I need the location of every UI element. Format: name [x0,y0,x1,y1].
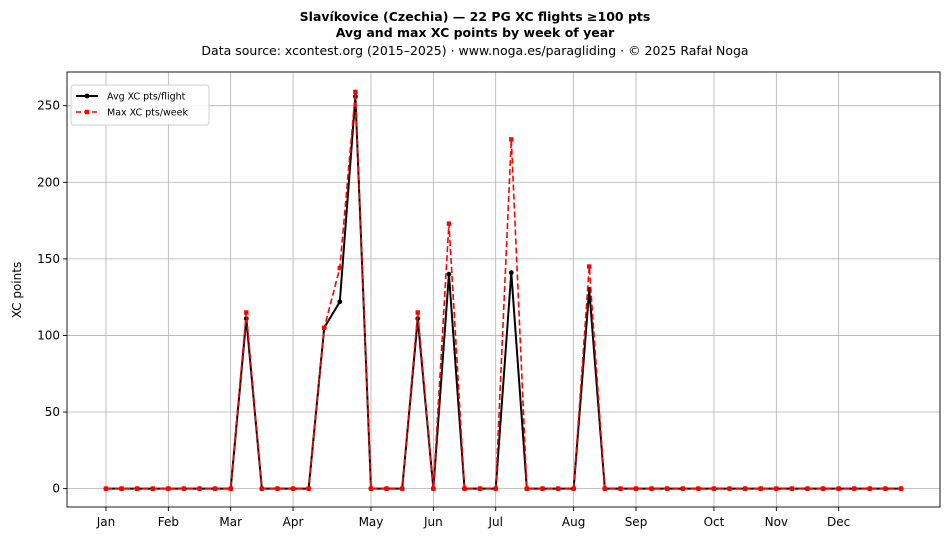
x-tick-label-3: Apr [283,515,304,529]
ticks: 0 50 100 150 200 250 Jan Feb Mar Apr May Jun Jul Aug S… [37,99,850,529]
series-1-point-22 [446,221,452,226]
series-1-point-7 [212,486,218,491]
series-1-point-35 [649,486,654,491]
series-1-point-5 [181,486,187,491]
series-1-point-36 [664,486,670,491]
series-1-point-39 [711,486,717,491]
series-1-point-30 [571,486,576,491]
series-1-point-2 [134,486,140,491]
series-1-point-43 [774,486,779,491]
series-0-point-22 [446,271,452,277]
series-0 [103,94,904,492]
series-1-point-19 [399,486,405,491]
series-1-point-20 [415,310,420,315]
series-1-point-6 [197,486,202,491]
series-1-point-37 [680,486,685,491]
series-1-point-46 [820,486,826,491]
legend-marker-1 [84,109,90,115]
series-1-point-28 [540,486,545,491]
series-1-point-13 [306,486,311,491]
series-1-point-33 [618,486,623,491]
y-tick-label-0: 0 [52,482,60,496]
series-1-point-49 [867,486,873,491]
series-1-point-1 [119,486,124,491]
series-1-point-44 [789,486,795,491]
series-1-point-15 [337,265,343,271]
series-1-point-47 [836,486,841,491]
legend-label-1: Max XC pts/week [107,108,188,119]
legend: Avg XC pts/flight Max XC pts/week [70,84,210,126]
series-1-point-34 [633,486,639,491]
x-tick-label-6: Jul [487,515,502,529]
x-tick-label-8: Sep [625,515,648,529]
series-1-point-31 [587,264,592,269]
series-1-point-25 [493,486,498,491]
x-tick-label-10: Nov [765,515,788,529]
series-1-point-18 [384,486,389,491]
legend-label-0: Avg XC pts/flight [107,92,186,103]
series-1-point-11 [275,486,280,491]
series-1-point-29 [555,486,561,491]
series-1-point-17 [368,486,374,491]
series-1-point-48 [852,486,857,491]
x-tick-label-0: Jan [96,515,116,529]
series-1-point-12 [290,486,296,491]
series-0-point-26 [508,270,514,276]
series-1-point-10 [259,486,265,491]
series-1-point-42 [758,486,763,491]
series-1-point-0 [103,486,109,491]
series-1-point-23 [462,486,467,491]
x-tick-label-5: Jun [423,515,443,529]
legend-items: Avg XC pts/flight Max XC pts/week [76,92,188,119]
legend-box [70,84,210,126]
series-1-point-14 [322,325,327,330]
series-layer [103,89,904,492]
series-0-point-15 [337,299,343,305]
grid [67,72,940,507]
series-1-point-40 [727,486,732,491]
y-tick-label-1: 50 [45,405,60,419]
series-1-point-21 [431,486,436,491]
series-1 [103,89,904,491]
series-1-point-16 [353,89,358,95]
x-tick-label-4: May [359,515,384,529]
x-tick-label-2: Mar [219,515,242,529]
series-1-point-4 [166,486,171,491]
series-1-point-50 [883,486,888,491]
x-tick-label-1: Feb [158,515,179,529]
plot-frame [66,71,941,508]
x-tick-label-7: Aug [562,515,585,529]
x-tick-label-11: Dec [827,515,850,529]
series-1-point-27 [524,486,530,491]
chart-title-line1: Slavíkovice (Czechia) — 22 PG XC flights… [300,9,651,24]
y-axis-label: XC points [10,262,24,318]
series-1-point-8 [228,486,233,491]
legend-marker-0 [84,93,90,99]
series-1-point-9 [244,310,249,315]
y-tick-label-2: 100 [37,328,60,342]
series-line-0 [105,95,902,490]
x-tick-label-9: Oct [704,515,725,529]
y-tick-label-4: 200 [37,175,60,189]
series-1-point-38 [696,486,701,491]
series-1-point-32 [602,486,608,491]
y-tick-label-5: 250 [37,99,60,113]
series-1-point-24 [477,486,483,491]
series-1-point-26 [509,137,514,142]
series-1-point-45 [805,486,810,491]
series-1-point-51 [898,486,904,491]
series-1-point-3 [150,486,155,491]
chart-subtitle: Data source: xcontest.org (2015–2025) · … [201,43,748,58]
chart-title-line2: Avg and max XC points by week of year [336,25,615,40]
y-tick-label-3: 150 [37,252,60,266]
series-line-1 [105,91,902,490]
series-1-point-41 [742,486,748,491]
